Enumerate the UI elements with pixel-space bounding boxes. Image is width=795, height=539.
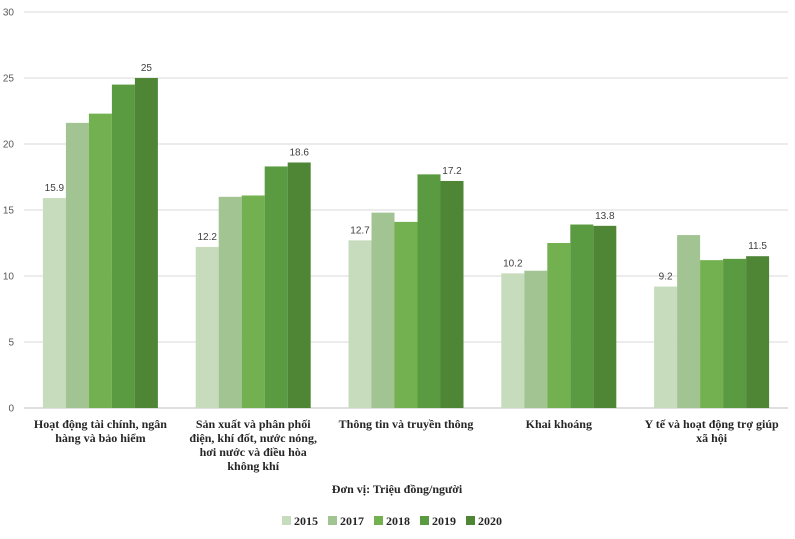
bar-2020 xyxy=(593,225,617,408)
legend-item-2019: 2019 xyxy=(420,514,456,528)
bar-2020 xyxy=(134,78,158,408)
bars xyxy=(42,78,770,408)
bar-2020 xyxy=(440,180,464,408)
bar-2019 xyxy=(111,84,135,408)
bar-2015 xyxy=(195,246,219,408)
y-tick-label: 10 xyxy=(3,272,15,283)
legend-label: 2017 xyxy=(340,514,364,528)
legend-swatch xyxy=(328,516,337,525)
bar-2020 xyxy=(287,162,311,408)
bar-2015 xyxy=(348,240,372,408)
bar-2017 xyxy=(371,212,395,408)
data-label: 13.8 xyxy=(595,211,615,222)
bar-2017 xyxy=(677,235,701,408)
legend-swatch xyxy=(420,516,429,525)
y-tick-label: 0 xyxy=(8,404,14,415)
bar-2015 xyxy=(501,273,525,408)
category-label: Khai khoáng xyxy=(526,417,592,431)
bar-2020 xyxy=(746,256,770,408)
legend-label: 2015 xyxy=(294,514,318,528)
bar-2018 xyxy=(547,243,571,408)
bar-2018 xyxy=(394,221,418,408)
legend-item-2018: 2018 xyxy=(374,514,410,528)
bar-2017 xyxy=(218,196,242,408)
legend-label: 2018 xyxy=(386,514,410,528)
y-tick-label: 20 xyxy=(3,140,15,151)
legend-label: 2019 xyxy=(432,514,456,528)
unit-note: Đơn vị: Triệu đồng/người xyxy=(332,482,463,496)
data-label: 9.2 xyxy=(659,272,673,283)
legend-swatch xyxy=(466,516,475,525)
bar-2015 xyxy=(654,286,678,408)
y-tick-label: 5 xyxy=(8,338,14,349)
y-axis: 0 5 10 15 20 25 30 xyxy=(3,8,15,415)
legend: 2015 2017 2018 2019 2020 xyxy=(282,514,502,528)
data-label: 17.2 xyxy=(442,166,462,177)
data-label: 12.2 xyxy=(197,232,217,243)
y-tick-label: 15 xyxy=(3,206,15,217)
bar-2019 xyxy=(723,258,747,408)
legend-item-2015: 2015 xyxy=(282,514,318,528)
legend-item-2017: 2017 xyxy=(328,514,364,528)
category-label: Sản xuất và phân phối điện, khí đốt, nước… xyxy=(189,417,317,473)
legend-swatch xyxy=(282,516,291,525)
bar-2017 xyxy=(65,122,89,408)
y-tick-label: 30 xyxy=(3,8,15,19)
category-label: Thông tin và truyền thông xyxy=(339,417,474,431)
bar-2018 xyxy=(88,113,112,408)
y-tick-label: 25 xyxy=(3,74,15,85)
bar-2019 xyxy=(264,166,288,408)
bar-2019 xyxy=(417,174,441,408)
bar-2017 xyxy=(524,270,548,408)
bar-2018 xyxy=(241,195,265,408)
legend-swatch xyxy=(374,516,383,525)
data-label: 15.9 xyxy=(45,183,65,194)
legend-item-2020: 2020 xyxy=(466,514,502,528)
bar-2015 xyxy=(42,198,66,408)
bar-2018 xyxy=(700,260,724,408)
bar-2019 xyxy=(570,224,594,408)
data-label: 11.5 xyxy=(748,241,767,252)
data-label: 12.7 xyxy=(350,225,370,236)
data-label: 25 xyxy=(141,63,153,74)
data-label: 18.6 xyxy=(289,147,309,158)
data-label: 10.2 xyxy=(503,258,523,269)
category-label: Hoạt động tài chính, ngân hàng và bảo hiể… xyxy=(34,417,167,445)
data-labels: 15.9 25 12.2 18.6 12.7 17.2 10.2 13.8 9.2 11.5 xyxy=(45,63,768,283)
x-axis: Hoạt động tài chính, ngân hàng và bảo hiể… xyxy=(34,417,779,473)
category-label: Y tế và hoạt động trợ giúp xã hội xyxy=(644,417,779,445)
legend-label: 2020 xyxy=(478,514,502,528)
